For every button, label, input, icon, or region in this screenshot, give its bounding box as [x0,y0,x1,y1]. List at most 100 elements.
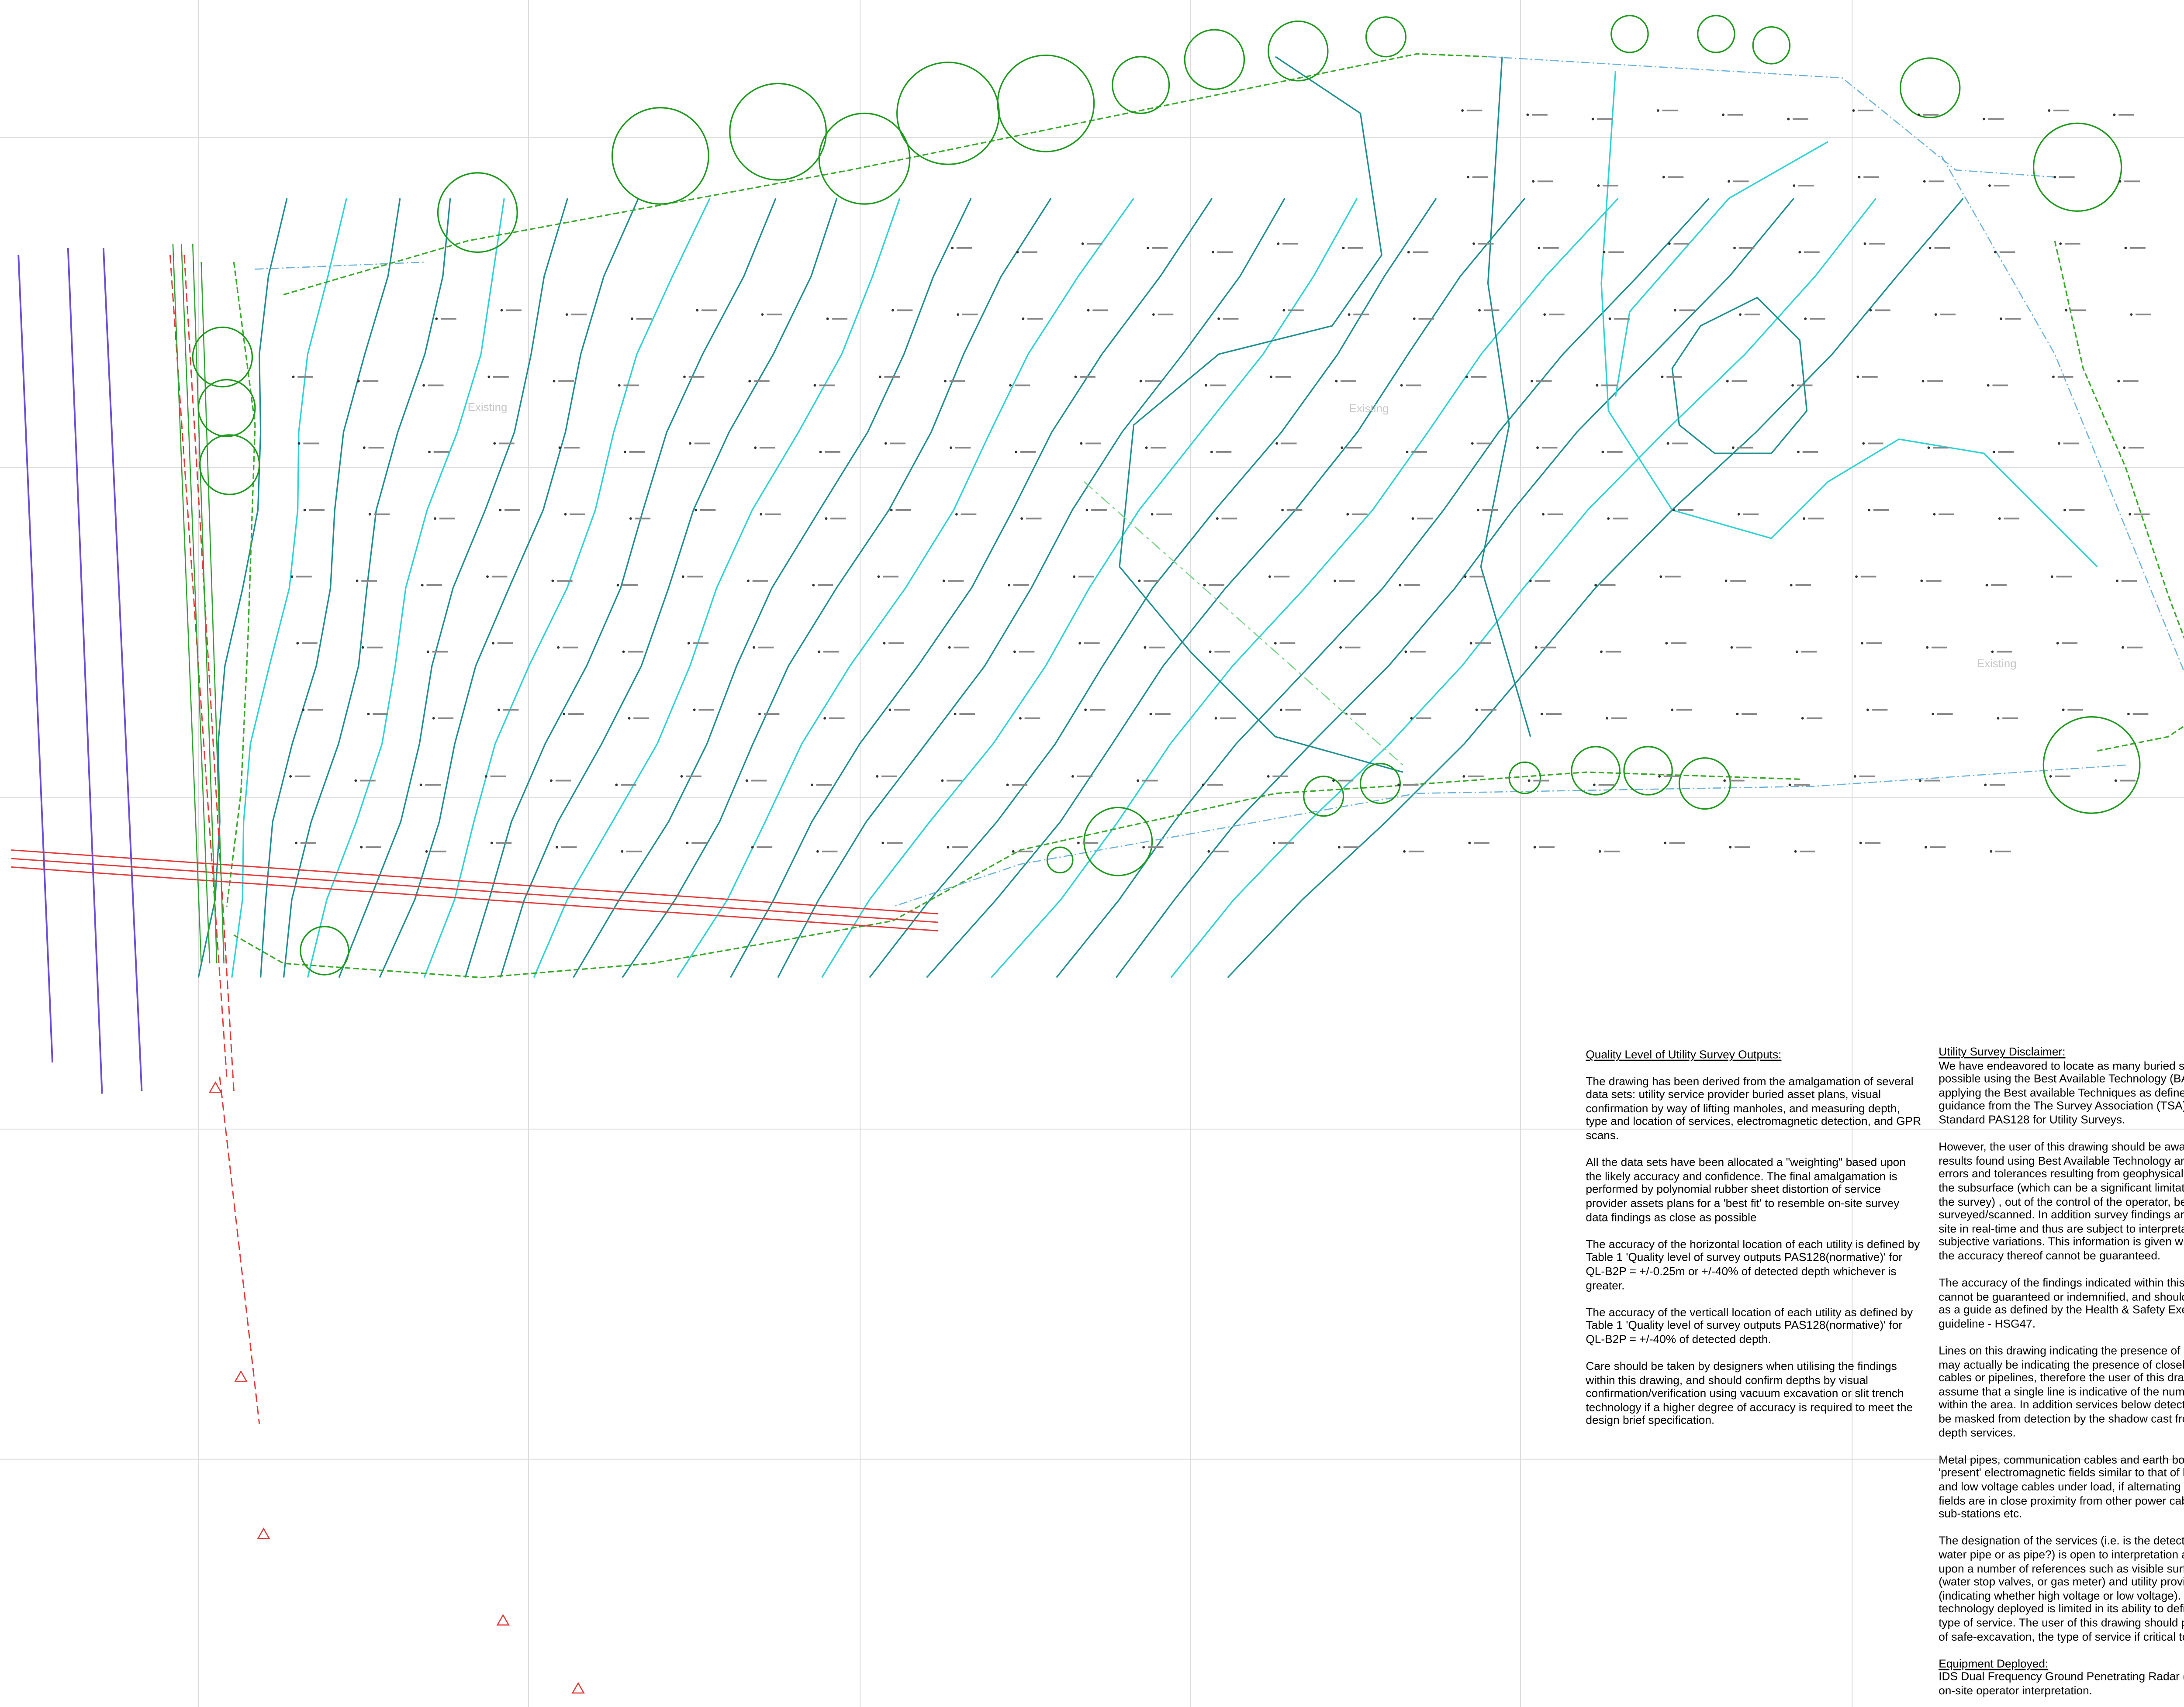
tree [199,434,260,495]
survey-point [1794,850,1797,853]
survey-point [1022,317,1025,320]
survey-point [751,846,754,849]
survey-point [558,446,561,449]
survey-point [1078,641,1082,645]
survey-point [1277,242,1280,245]
contour-line [283,198,451,978]
disclaimer-paragraph: We have endeavored to locate as many bur… [1939,1059,2184,1127]
map-label: Existing [1349,403,1389,415]
survey-point [2048,109,2051,112]
survey-point [745,779,748,782]
survey-point [1151,513,1154,516]
survey-point [2062,708,2065,711]
survey-point [1334,579,1337,583]
contour-line [991,198,1619,978]
survey-point [1593,783,1596,786]
survey-point [1536,446,1539,449]
survey-point [1723,779,1726,782]
text-line: (water stop valves, or gas meter) and ut… [1939,1576,2184,1589]
contour-line [231,198,347,978]
tree [997,54,1095,152]
survey-point [1214,717,1217,720]
survey-point [955,513,958,516]
survey-point [2117,379,2120,383]
survey-point [426,650,429,653]
survey-point [1923,180,1926,183]
text-line: cannot be guaranteed or indemnified, and… [1939,1290,2184,1303]
contour-line [1119,56,1403,773]
text-line: applying the Best available Techniques a… [1939,1086,2184,1099]
disclaimer: Utility Survey Disclaimer: We have endea… [1939,1045,2184,1698]
survey-point [425,850,428,853]
survey-point [2129,513,2132,516]
tree [1623,746,1673,796]
contour-line [926,198,1526,978]
survey-point [1668,242,1671,245]
text-line: depth services. [1939,1426,2016,1439]
survey-point [500,309,503,312]
survey-point [1543,313,1546,316]
survey-point [2059,242,2062,245]
notes-body: The drawing has been derived from the am… [1586,1075,1923,1428]
survey-point [1274,641,1277,645]
survey-point [1917,113,1920,116]
survey-point [1337,846,1341,849]
text-line: the accuracy thereof cannot be guarantee… [1939,1249,2161,1262]
survey-point [1731,446,1735,449]
survey-point [563,713,566,716]
survey-point [1335,379,1338,383]
survey-point [1869,309,1872,312]
contour-line [730,198,1213,978]
text-line: results found using Best Available Techn… [1939,1154,2184,1167]
tree [1899,57,1961,118]
text-line: the survey) , out of the control of the … [1939,1195,2184,1208]
survey-point [1728,180,1730,183]
survey-point [1476,509,1479,511]
survey-point [1607,517,1610,520]
survey-point [490,841,493,845]
survey-point [884,442,887,445]
survey-point [1664,841,1666,845]
road-lines [17,248,143,1094]
survey-point [1662,176,1665,179]
text-line: surveyed/scanned. In addition survey fin… [1939,1208,2184,1221]
survey-point [1202,783,1205,786]
service-lines [255,56,2184,907]
disclaimer-paragraph: Lines on this drawing indicating the pre… [1939,1345,2184,1440]
disclaimer-paragraph: The accuracy of the findings indicated w… [1939,1276,2184,1331]
contour-line [677,198,1134,978]
survey-point [1008,583,1010,586]
survey-point [361,646,364,649]
survey-point [1991,650,1994,653]
survey-point [368,513,371,516]
survey-point [1861,641,1863,645]
survey-point [1868,509,1871,511]
survey-point [1665,641,1668,645]
survey-point [1798,251,1801,254]
survey-point [421,583,424,586]
survey-point [1863,242,1866,245]
survey-point [422,384,425,387]
tree [729,83,827,181]
survey-point [819,451,822,453]
survey-point [499,509,502,511]
survey-point [1608,317,1611,320]
survey-point [1990,850,1993,853]
survey-point [1987,384,1990,387]
survey-point [1598,850,1601,853]
survey-point [760,513,763,516]
survey-point [1994,251,1997,254]
survey-point [2130,313,2133,316]
survey-point [1736,713,1739,716]
map-label: Existing [468,401,508,414]
survey-point [689,442,691,445]
survey-point [1332,779,1335,782]
survey-point [1925,846,1927,849]
survey-point [825,517,828,520]
survey-point [1138,579,1141,583]
text-line: Metal pipes, communication cables and ea… [1939,1453,2184,1466]
survey-point [1410,717,1413,720]
contour-line [338,198,568,978]
survey-point [1600,650,1603,653]
survey-point [876,775,879,778]
